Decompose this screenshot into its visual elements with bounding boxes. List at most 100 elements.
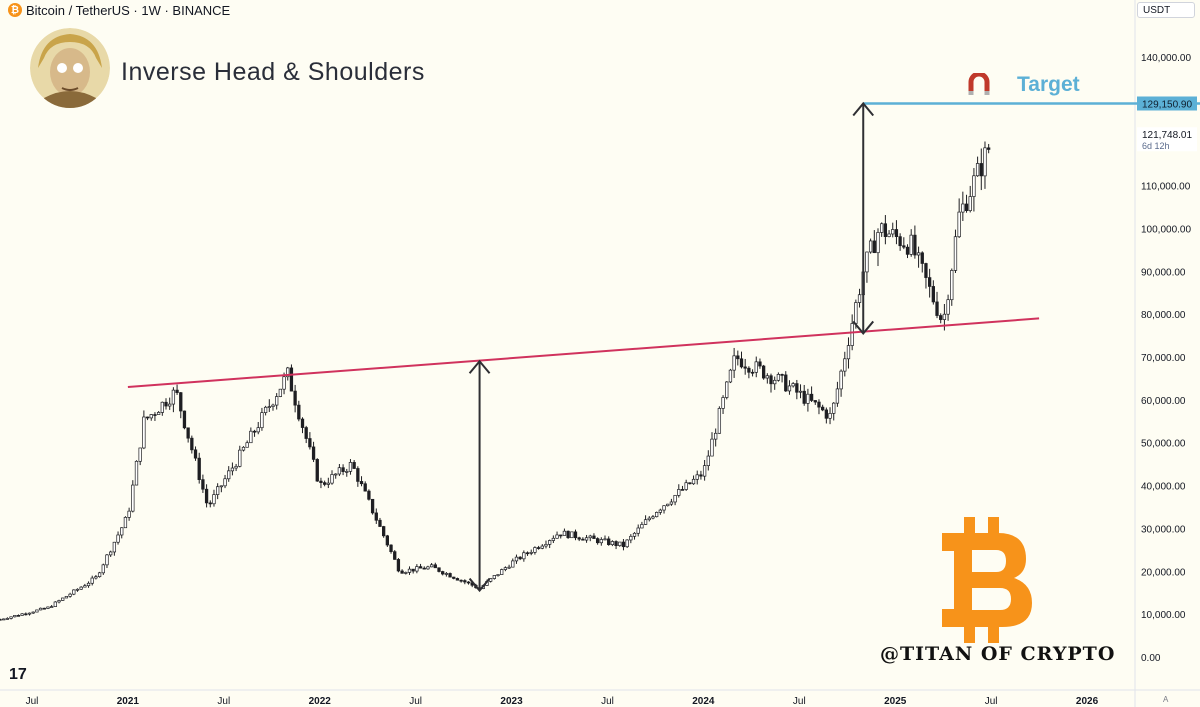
- candle-body: [684, 482, 688, 490]
- candle-body: [551, 537, 556, 541]
- candle-body: [784, 374, 788, 392]
- candle-body: [275, 396, 279, 406]
- candle-body: [444, 573, 449, 575]
- y-tick-label: 60,000.00: [1141, 396, 1186, 407]
- arrow-head-up: [468, 359, 491, 374]
- candle-body: [83, 585, 87, 588]
- candle-body: [961, 203, 965, 213]
- candle-body: [297, 404, 301, 420]
- candle-body: [791, 383, 795, 387]
- candle-body: [393, 551, 397, 560]
- y-tick-label: 70,000.00: [1141, 353, 1186, 364]
- candle-body: [145, 416, 150, 419]
- candle-body: [813, 400, 817, 403]
- candle-body: [127, 510, 131, 518]
- candle-body: [466, 581, 471, 584]
- candle-body: [592, 535, 596, 539]
- candle-body: [2, 618, 6, 621]
- candle-body: [437, 567, 441, 572]
- candle-body: [204, 488, 209, 504]
- bitcoin-logo-icon: [942, 517, 1032, 643]
- candle-body: [282, 376, 286, 390]
- candle-body: [9, 616, 13, 619]
- candle-body: [832, 402, 836, 414]
- candle-body: [673, 495, 677, 503]
- candle-body: [699, 474, 703, 477]
- candle-body: [880, 223, 884, 233]
- candle-body: [304, 427, 308, 439]
- candle-body: [271, 404, 275, 407]
- candle-body: [898, 236, 902, 247]
- candle-body: [769, 375, 773, 385]
- candle-body: [927, 277, 932, 287]
- candle-body: [787, 385, 792, 392]
- candle-body: [0, 618, 2, 621]
- candle-body: [647, 517, 651, 521]
- candle-body: [252, 430, 257, 433]
- candle-body: [5, 618, 10, 620]
- candle-body: [776, 374, 781, 381]
- y-tick-label: 40,000.00: [1141, 482, 1186, 493]
- candle-body: [618, 541, 622, 546]
- candle-body: [182, 410, 187, 429]
- candle-body: [407, 568, 412, 573]
- candle-body: [75, 588, 80, 591]
- candle-body: [688, 482, 692, 485]
- candle-body: [219, 485, 223, 488]
- candle-body: [334, 473, 338, 476]
- candle-body: [621, 541, 626, 548]
- pattern-title: Inverse Head & Shoulders: [121, 58, 425, 86]
- candle-body: [322, 482, 327, 485]
- candle-body: [725, 381, 729, 398]
- candle-body: [278, 388, 283, 397]
- candle-body: [193, 449, 198, 459]
- candle-body: [201, 479, 205, 490]
- magnet-icon: [968, 73, 990, 95]
- candle-body: [872, 240, 876, 254]
- candle-body: [835, 388, 840, 404]
- candle-body: [857, 294, 862, 303]
- candle-body: [345, 471, 349, 473]
- candle-body: [850, 323, 854, 346]
- candle-body: [500, 569, 504, 575]
- y-tick-label: 90,000.00: [1141, 267, 1186, 278]
- target-price-label: 129,150.90: [1142, 99, 1192, 110]
- candle-body: [164, 401, 168, 407]
- auto-scale-button[interactable]: A: [1163, 695, 1169, 704]
- currency-selector[interactable]: USDT: [1137, 2, 1195, 18]
- y-tick-label: 20,000.00: [1141, 567, 1186, 578]
- candle-body: [112, 541, 117, 553]
- candle-body: [352, 462, 356, 469]
- avatar-portrait-icon: [30, 28, 110, 108]
- x-tick-label: 2026: [1076, 696, 1099, 707]
- candle-body: [540, 545, 544, 549]
- candle-body: [979, 163, 983, 177]
- candle-body: [455, 578, 460, 581]
- y-tick-label: 140,000.00: [1141, 53, 1191, 64]
- candle-body: [308, 438, 312, 448]
- y-tick-label: 30,000.00: [1141, 524, 1186, 535]
- candle-body: [356, 468, 360, 482]
- target-price-label-bg: [1137, 96, 1197, 111]
- candle-body: [389, 544, 393, 553]
- candle-body: [975, 163, 980, 177]
- candle-body: [123, 517, 128, 529]
- candle-body: [743, 366, 747, 369]
- arrow-head-up: [852, 101, 875, 117]
- author-watermark: @TITAN OF CRYPTO: [880, 643, 1116, 665]
- candle-body: [931, 286, 935, 303]
- candle-body: [31, 611, 35, 614]
- symbol-title[interactable]: Bitcoin / TetherUS · 1W · BINANCE: [26, 2, 231, 18]
- candle-body: [916, 252, 921, 256]
- candle-body: [230, 467, 235, 472]
- candle-body: [588, 535, 592, 539]
- candle-body: [920, 252, 924, 264]
- candle-body: [300, 418, 305, 428]
- candle-body: [987, 147, 991, 150]
- candle-body: [175, 389, 179, 393]
- arrow-head-down: [468, 577, 491, 593]
- candle-body: [939, 315, 943, 320]
- candle-body: [632, 532, 637, 537]
